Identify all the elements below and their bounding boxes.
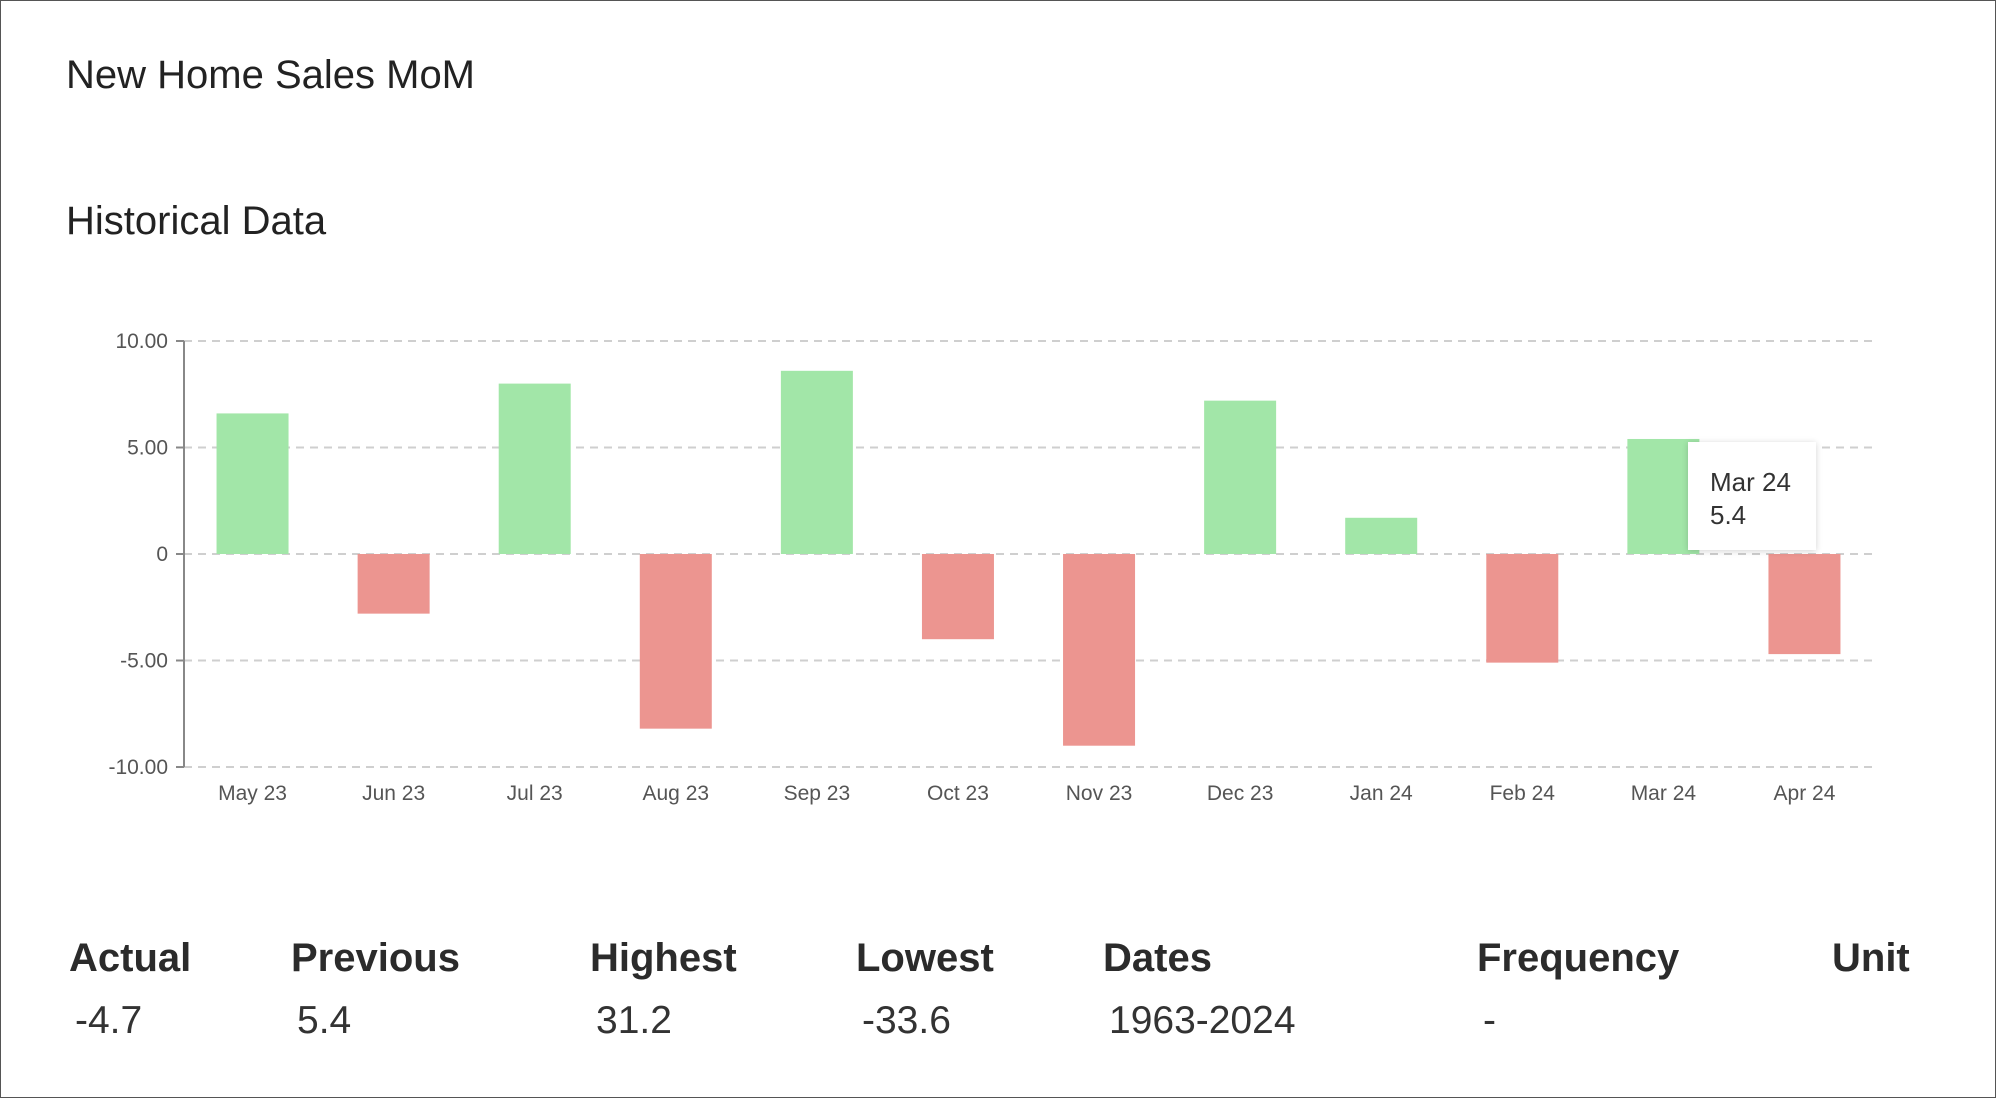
x-tick-label: Jan 24	[1350, 782, 1413, 805]
bar	[921, 554, 994, 640]
stat-value: 5.4	[297, 999, 352, 1042]
stat-dates: Dates 1963-2024	[1103, 936, 1296, 1043]
bar	[639, 554, 712, 729]
tooltip-label: Mar 24	[1710, 467, 1791, 497]
bar	[216, 413, 289, 554]
y-tick-label: 5.00	[127, 437, 168, 460]
stat-value: 1963-2024	[1109, 999, 1296, 1042]
stat-label: Highest	[590, 936, 737, 980]
stat-actual: Actual -4.7	[69, 936, 191, 1043]
section-title: Historical Data	[66, 199, 327, 243]
x-tick-label: Mar 24	[1631, 782, 1697, 805]
x-tick-label: May 23	[218, 782, 287, 805]
bar	[1768, 554, 1841, 655]
bar	[780, 370, 853, 554]
y-tick-label: 0	[156, 543, 168, 566]
y-tick-label: -10.00	[108, 756, 168, 779]
x-tick-label: Jul 23	[507, 782, 563, 805]
stat-label: Dates	[1103, 936, 1212, 980]
x-tick-label: Jun 23	[362, 782, 425, 805]
bar-chart: 10.00 5.00 0 -5.00 -10.00 May 23 Jun 23 Jul 23 A…	[108, 330, 1877, 805]
stat-label: Frequency	[1477, 936, 1680, 980]
stat-label: Unit	[1832, 936, 1910, 980]
x-tick-label: Oct 23	[927, 782, 989, 805]
stat-lowest: Lowest -33.6	[856, 936, 994, 1043]
y-tick-label: -5.00	[120, 650, 168, 673]
bar	[1486, 554, 1559, 663]
stat-value: -	[1483, 999, 1496, 1042]
bar	[1063, 554, 1136, 746]
stat-previous: Previous 5.4	[291, 936, 460, 1043]
stat-value: -33.6	[862, 999, 951, 1042]
bar	[1627, 438, 1700, 554]
stat-label: Lowest	[856, 936, 994, 980]
x-tick-label: Aug 23	[643, 782, 710, 805]
x-tick-label: Sep 23	[784, 782, 851, 805]
page-title: New Home Sales MoM	[66, 53, 476, 97]
stat-label: Previous	[291, 936, 460, 980]
chart-tooltip: Mar 24 5.4	[1688, 442, 1816, 550]
bar	[1204, 400, 1277, 554]
stat-frequency: Frequency -	[1477, 936, 1679, 1043]
stat-value: 31.2	[596, 999, 672, 1042]
x-tick-label: Feb 24	[1490, 782, 1556, 805]
stats-row: Actual -4.7 Previous 5.4 Highest 31.2 Lo…	[1, 936, 1996, 1066]
bar	[1345, 517, 1418, 554]
bar	[357, 554, 430, 614]
x-tick-label: Dec 23	[1207, 782, 1274, 805]
stat-value: -4.7	[75, 999, 143, 1042]
x-tick-label: Nov 23	[1066, 782, 1133, 805]
tooltip-value: 5.4	[1710, 500, 1747, 530]
stat-unit: Unit	[1832, 936, 1910, 999]
bar	[498, 383, 571, 554]
stat-highest: Highest 31.2	[590, 936, 737, 1043]
stat-label: Actual	[69, 936, 192, 980]
x-tick-label: Apr 24	[1774, 782, 1836, 805]
y-tick-label: 10.00	[115, 330, 168, 353]
